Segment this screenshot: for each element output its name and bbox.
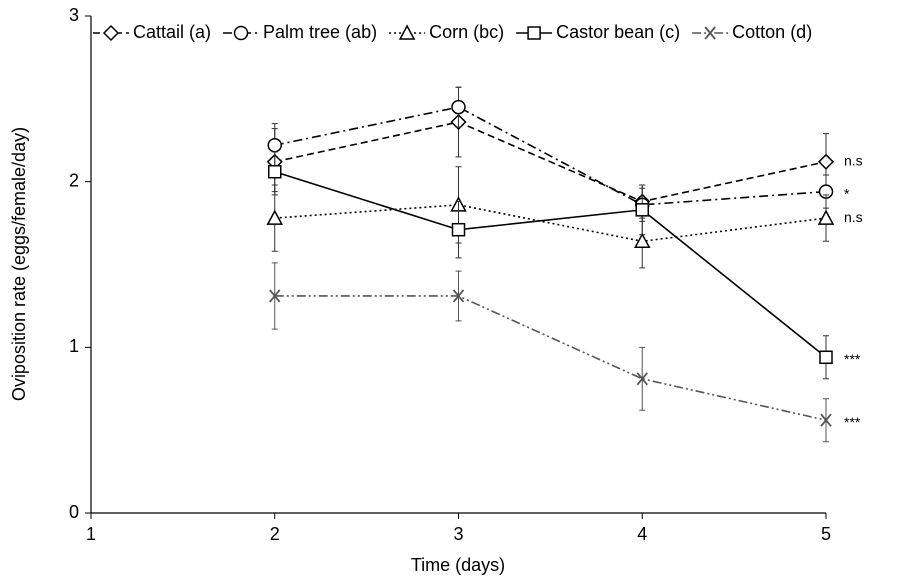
annotation: ***	[844, 351, 861, 367]
data-point	[635, 203, 649, 217]
x-tick-label: 1	[86, 524, 96, 544]
legend-marker	[527, 26, 541, 40]
data-point	[452, 289, 465, 303]
legend-label: Castor bean (c)	[556, 22, 680, 42]
series-line	[274, 170, 827, 358]
legend-label: Corn (bc)	[429, 22, 504, 42]
data-point	[633, 232, 651, 249]
data-point	[267, 137, 282, 153]
series-line	[274, 295, 827, 422]
x-tick-label: 2	[270, 524, 280, 544]
y-tick-label: 3	[69, 5, 79, 25]
annotation: n.s	[844, 209, 863, 225]
annotation: *	[844, 185, 850, 201]
data-point	[817, 209, 835, 225]
data-point	[820, 413, 832, 427]
data-point	[266, 209, 284, 225]
legend-marker	[233, 25, 249, 41]
annotation: ***	[844, 414, 861, 430]
x-axis-title: Time (days)	[411, 555, 505, 575]
x-tick-label: 4	[637, 524, 647, 544]
y-axis-title: Oviposition rate (eggs/female/day)	[9, 127, 29, 401]
series-line	[274, 121, 827, 203]
y-tick-label: 2	[69, 170, 79, 190]
x-tick-label: 5	[821, 524, 831, 544]
legend-marker	[704, 26, 716, 40]
data-point	[817, 153, 835, 170]
legend-marker	[102, 24, 120, 42]
legend-label: Cattail (a)	[133, 22, 211, 42]
legend-marker	[398, 24, 416, 40]
annotation: n.s	[844, 152, 863, 168]
data-point	[269, 289, 281, 303]
y-tick-label: 0	[69, 502, 79, 522]
x-tick-label: 3	[453, 524, 463, 544]
data-point	[636, 372, 648, 386]
data-point	[268, 164, 282, 179]
series-line	[274, 106, 827, 206]
legend-label: Cotton (d)	[732, 22, 812, 42]
y-tick-label: 1	[69, 336, 79, 356]
data-point	[451, 99, 466, 115]
series-line	[274, 204, 827, 243]
data-point	[451, 222, 466, 237]
legend-label: Palm tree (ab)	[263, 22, 377, 42]
data-point	[819, 350, 833, 365]
